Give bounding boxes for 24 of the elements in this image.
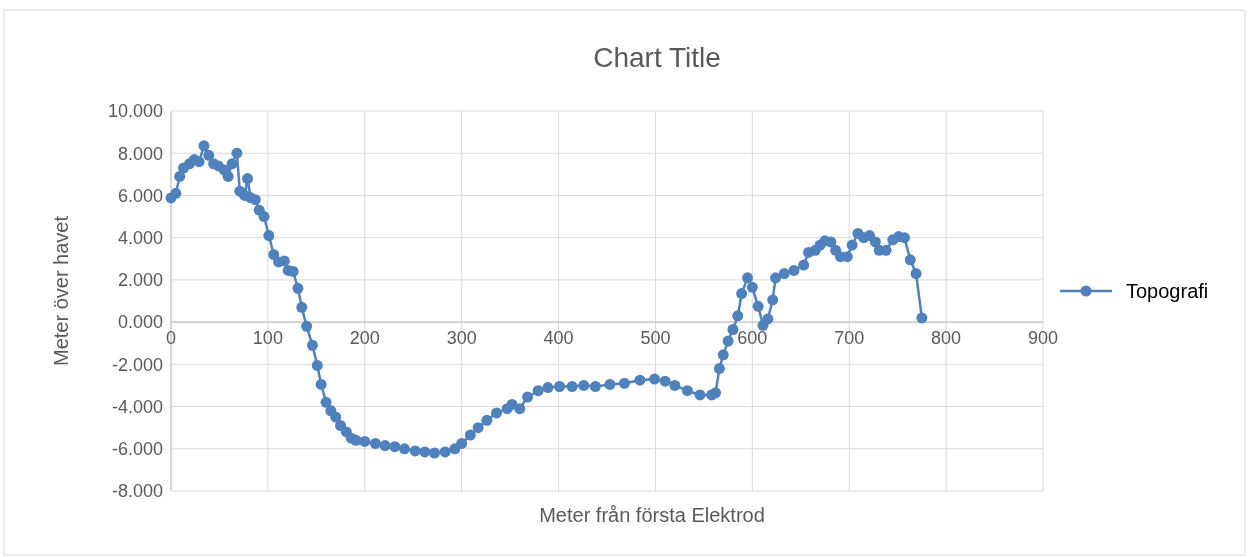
y-tick-label: 8.000 <box>117 143 163 164</box>
y-tick-label: 0.000 <box>117 312 163 333</box>
x-tick-label: 500 <box>640 328 671 349</box>
x-tick-label: 0 <box>165 328 177 349</box>
y-tick-label: 2.000 <box>117 270 163 291</box>
y-tick-label: -4.000 <box>111 396 163 417</box>
chart-title: Chart Title <box>593 42 721 73</box>
y-tick-label: 10.000 <box>107 101 163 122</box>
y-axis-title: Meter över havet <box>50 215 72 367</box>
x-tick-label: 700 <box>834 328 865 349</box>
x-axis-title: Meter från första Elektrod <box>539 504 765 526</box>
y-tick-label: 6.000 <box>117 185 163 206</box>
x-tick-label: 400 <box>543 328 574 349</box>
x-tick-label: 900 <box>1027 328 1059 349</box>
legend-label: Topografi <box>1126 280 1209 302</box>
y-tick-label: 4.000 <box>117 227 163 248</box>
x-tick-label: 800 <box>931 328 962 349</box>
y-tick-label: -6.000 <box>111 439 163 460</box>
x-tick-label: 600 <box>737 328 768 349</box>
x-tick-label: 100 <box>252 328 283 349</box>
y-tick-label: -2.000 <box>111 354 163 375</box>
x-tick-label: 300 <box>446 328 477 349</box>
x-tick-label: 200 <box>349 328 380 349</box>
y-tick-label: -8.000 <box>111 481 163 502</box>
